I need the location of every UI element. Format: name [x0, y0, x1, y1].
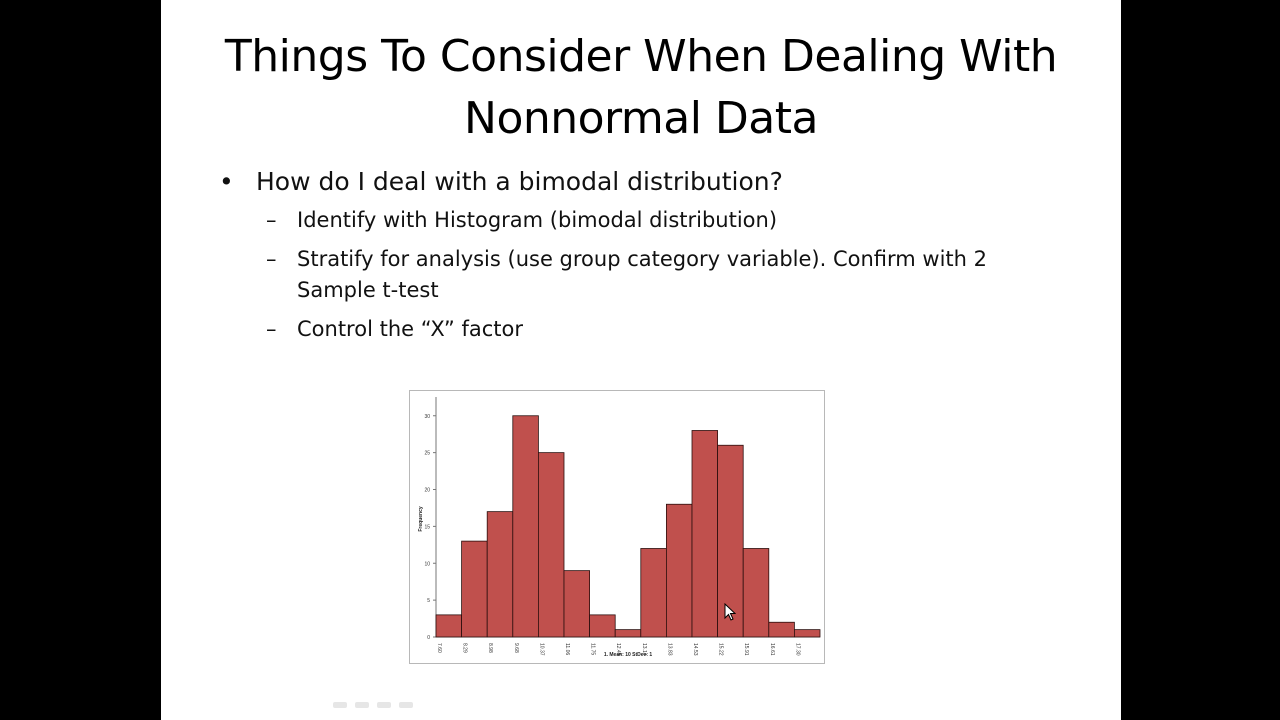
histogram-bar	[435, 614, 463, 638]
histogram-bar	[742, 548, 770, 638]
histogram-bar	[665, 503, 693, 638]
prev-slide-icon[interactable]	[333, 702, 347, 708]
x-tick-label: 16.61	[769, 643, 775, 656]
bullet-text: How do I deal with a bimodal distributio…	[256, 167, 783, 196]
x-tick-label: 13.14	[641, 643, 647, 656]
x-tick-label: 15.22	[718, 643, 724, 656]
histogram-bar	[461, 540, 488, 638]
subbullet-text: Identify with Histogram (bimodal distrib…	[297, 208, 778, 232]
x-tick-label: 13.83	[666, 643, 672, 656]
histogram-bar	[563, 570, 591, 638]
x-tick-label: 7.60	[436, 643, 442, 653]
subbullet-text: Control the “X” factor	[297, 317, 523, 341]
subbullet-marker: –	[266, 208, 277, 232]
x-axis-label: 1. Mean: 10 StDev: 1	[604, 652, 653, 658]
presentation-slide: Things To Consider When Dealing With Non…	[161, 0, 1121, 720]
pen-icon[interactable]	[355, 702, 369, 708]
histogram-bar	[691, 430, 719, 638]
histogram-bar	[512, 415, 539, 638]
bullet-marker: •	[219, 167, 234, 196]
histogram-bar	[768, 621, 795, 638]
y-tick-label: 30	[424, 414, 430, 420]
bullet-item: • How do I deal with a bimodal distribut…	[216, 165, 1076, 199]
menu-icon[interactable]	[377, 702, 391, 708]
histogram-bar	[486, 511, 514, 638]
x-tick-label: 15.91	[743, 643, 749, 656]
histogram-bar	[537, 452, 565, 638]
x-tick-label: 12.45	[615, 643, 621, 656]
histogram-svg: 0 5 10 15 20 25 30 7.60 8.29 8.98 9.68 10.37 11.06 11…	[418, 397, 821, 658]
subbullet-item-stratify: – Stratify for analysis (use group categ…	[216, 244, 1017, 306]
histogram-chart: 0 5 10 15 20 25 30 7.60 8.29 8.98 9.68 10.37 11.06 11…	[409, 390, 825, 664]
x-tick-label: 17.30	[794, 643, 800, 656]
x-tick-label: 8.29	[462, 643, 468, 653]
bullet-list: • How do I deal with a bimodal distribut…	[216, 165, 1076, 353]
x-tick-label: 8.98	[487, 643, 493, 653]
x-tick-label: 9.68	[513, 643, 519, 653]
histogram-bar	[614, 629, 642, 638]
subbullet-text: Stratify for analysis (use group categor…	[297, 247, 987, 302]
subbullet-marker: –	[266, 247, 277, 271]
slide-title-line-1: Things To Consider When Dealing With	[224, 31, 1058, 82]
subbullet-marker: –	[266, 317, 277, 341]
slide-title-line-2: Nonnormal Data	[464, 93, 818, 144]
y-tick-label: 0	[427, 635, 430, 641]
histogram-bar	[717, 444, 744, 638]
histogram-bar	[589, 614, 616, 638]
slide-controls	[333, 702, 413, 708]
slide-title: Things To Consider When Dealing With Non…	[161, 26, 1121, 150]
y-tick-label: 5	[427, 598, 430, 604]
subbullet-item-histogram: – Identify with Histogram (bimodal distr…	[216, 205, 1017, 236]
y-tick-label: 10	[424, 561, 430, 567]
next-slide-icon[interactable]	[399, 702, 413, 708]
histogram-bar	[793, 629, 821, 638]
mouse-pointer-icon	[724, 603, 736, 621]
x-tick-label: 14.53	[692, 643, 698, 656]
histogram-bar	[640, 548, 667, 638]
x-tick-label: 10.37	[538, 643, 544, 656]
y-axis-label: Frequency	[418, 506, 424, 532]
y-tick-label: 20	[424, 488, 430, 494]
subbullet-item-control: – Control the “X” factor	[216, 314, 1017, 345]
y-tick-label: 15	[424, 524, 430, 530]
x-tick-label: 11.75	[590, 643, 596, 655]
y-tick-label: 25	[424, 451, 430, 457]
x-tick-label: 11.06	[564, 643, 570, 655]
